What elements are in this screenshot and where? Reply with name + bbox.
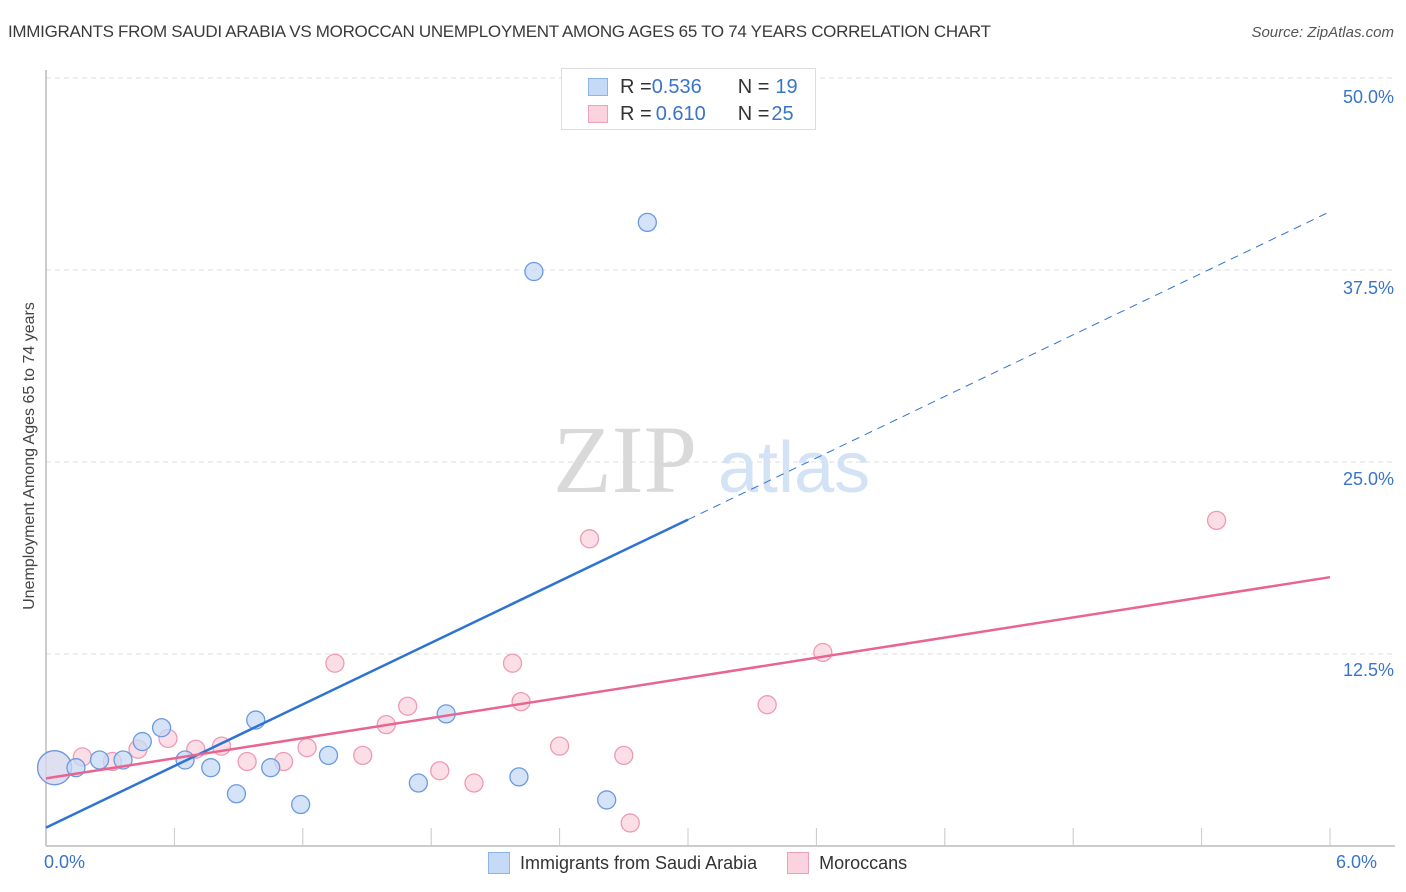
legend-row-moroccans: R = 0.610 N = 25 <box>588 102 794 126</box>
pink-swatch-icon <box>588 105 608 123</box>
y-tick-25: 25.0% <box>1342 469 1394 489</box>
data-point <box>549 736 570 756</box>
gridlines <box>46 77 1395 655</box>
blue-swatch-icon <box>488 852 510 874</box>
data-point <box>201 758 221 778</box>
data-point <box>89 750 110 770</box>
x-tick-0: 0.0% <box>44 852 86 872</box>
n-label: N = <box>737 75 770 98</box>
chart-title: IMMIGRANTS FROM SAUDI ARABIA VS MOROCCAN… <box>8 22 991 41</box>
data-point <box>464 773 484 793</box>
data-point <box>511 691 531 712</box>
axes <box>45 70 1395 847</box>
data-point <box>261 758 281 778</box>
data-point <box>132 731 152 752</box>
data-point <box>226 784 247 804</box>
legend-item-moroccans[interactable]: Moroccans <box>787 852 907 874</box>
y-axis-label: Unemployment Among Ages 65 to 74 years <box>21 302 38 610</box>
data-point <box>430 761 450 781</box>
n-label: N = <box>737 102 770 125</box>
data-point <box>1206 510 1227 531</box>
data-point <box>291 794 311 815</box>
watermark-zip: ZIP <box>553 406 697 513</box>
data-point <box>637 212 657 233</box>
legend-label: Moroccans <box>819 852 908 873</box>
x-tick-6: 6.0% <box>1336 852 1378 872</box>
data-point <box>325 653 345 673</box>
n-value: 19 <box>775 75 798 98</box>
data-point <box>398 696 418 716</box>
data-point <box>297 738 317 758</box>
data-point <box>614 745 634 766</box>
y-tick-50: 50.0% <box>1342 87 1394 107</box>
saudi-arabia-points <box>36 212 657 815</box>
pink-swatch-icon <box>787 852 810 874</box>
r-value: 0.610 <box>655 102 706 125</box>
legend-row-saudi: R = 0.536 N = 19 <box>588 75 798 99</box>
data-point <box>151 718 172 738</box>
series-legend: Immigrants from Saudi Arabia Moroccans <box>488 852 937 874</box>
blue-swatch-icon <box>588 78 608 96</box>
data-point <box>353 745 373 766</box>
correlation-legend: R = 0.536 N = 19 R = 0.610 N = 25 <box>561 68 816 130</box>
data-point <box>502 653 523 673</box>
data-point <box>579 529 600 549</box>
data-point <box>757 695 777 715</box>
data-point <box>620 813 640 833</box>
data-point <box>509 767 529 787</box>
data-point <box>597 790 617 810</box>
y-tick-12-5: 12.5% <box>1342 660 1394 680</box>
r-label: R = <box>620 75 652 98</box>
trend-lines <box>45 211 1331 829</box>
source-label: Source: ZipAtlas.com <box>1251 24 1394 41</box>
data-point <box>237 751 257 772</box>
data-point <box>524 261 544 282</box>
data-point <box>318 745 339 766</box>
y-tick-37-5: 37.5% <box>1342 278 1394 298</box>
legend-item-saudi-arabia[interactable]: Immigrants from Saudi Arabia <box>488 852 757 874</box>
n-value: 25 <box>771 102 794 125</box>
r-value: 0.536 <box>651 75 702 98</box>
legend-label: Immigrants from Saudi Arabia <box>520 852 758 873</box>
r-label: R = <box>620 102 652 125</box>
data-point <box>408 773 429 793</box>
moroccans-points <box>36 510 1227 833</box>
watermark-atlas: atlas <box>718 428 870 508</box>
